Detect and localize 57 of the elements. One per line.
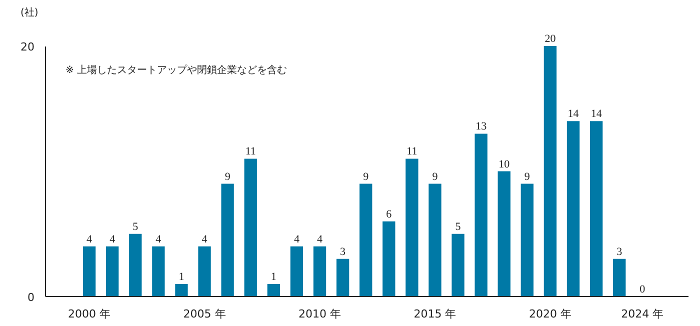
data-label: 9	[524, 170, 530, 183]
bar	[382, 221, 396, 296]
bar	[313, 246, 326, 296]
bar	[267, 284, 280, 296]
bar	[129, 234, 142, 296]
x-tick-label: 2015 年	[414, 308, 456, 320]
bar	[106, 246, 119, 296]
x-tick-label: 2020 年	[528, 308, 572, 320]
data-label: 0	[640, 284, 646, 296]
bar	[544, 46, 557, 296]
x-tick-label: 2010 年	[298, 308, 342, 320]
bar	[360, 184, 372, 296]
annotation: ※ 上場したスタートアップや閉鎖企業などを含む	[66, 64, 288, 76]
data-label: 11	[245, 146, 256, 158]
bar	[474, 134, 488, 296]
bar	[406, 158, 418, 296]
data-label: 4	[156, 233, 162, 246]
data-label: 3	[340, 246, 346, 258]
bar	[290, 246, 304, 296]
data-label: 20	[544, 33, 556, 46]
data-label: 1	[178, 270, 184, 283]
data-label: 4	[110, 233, 116, 246]
data-label: 3	[616, 246, 623, 258]
data-label: 4	[317, 233, 324, 246]
data-label: 14	[568, 108, 580, 120]
x-tick-label: 2024 年	[621, 308, 664, 320]
bar	[336, 258, 350, 296]
y-axis-title: (社)	[20, 6, 38, 18]
data-label: 9	[432, 170, 438, 183]
bar	[152, 246, 165, 296]
data-label: 10	[498, 158, 510, 170]
bar	[590, 121, 603, 296]
bar	[498, 171, 510, 296]
bar	[613, 258, 626, 296]
data-label: 4	[86, 233, 93, 246]
bar	[452, 234, 464, 296]
data-label: 1	[270, 270, 276, 283]
bar	[520, 184, 534, 296]
data-label: 9	[224, 170, 231, 183]
bar	[566, 121, 580, 296]
data-label: 4	[294, 233, 300, 246]
data-label: 5	[132, 220, 139, 233]
data-label: 5	[455, 220, 462, 233]
data-label: 6	[386, 208, 392, 220]
bar	[244, 158, 257, 296]
data-label: 4	[202, 233, 208, 246]
data-label: 13	[476, 120, 488, 133]
bar	[428, 184, 442, 296]
x-tick-label: 2005 年	[183, 308, 226, 320]
data-label: 14	[590, 108, 602, 120]
x-tick-label: 2000 年	[68, 308, 111, 320]
data-label: 9	[363, 170, 370, 183]
bar	[82, 246, 96, 296]
bar	[221, 184, 234, 296]
data-label: 11	[406, 146, 418, 158]
bar	[175, 284, 188, 296]
bar	[198, 246, 211, 296]
